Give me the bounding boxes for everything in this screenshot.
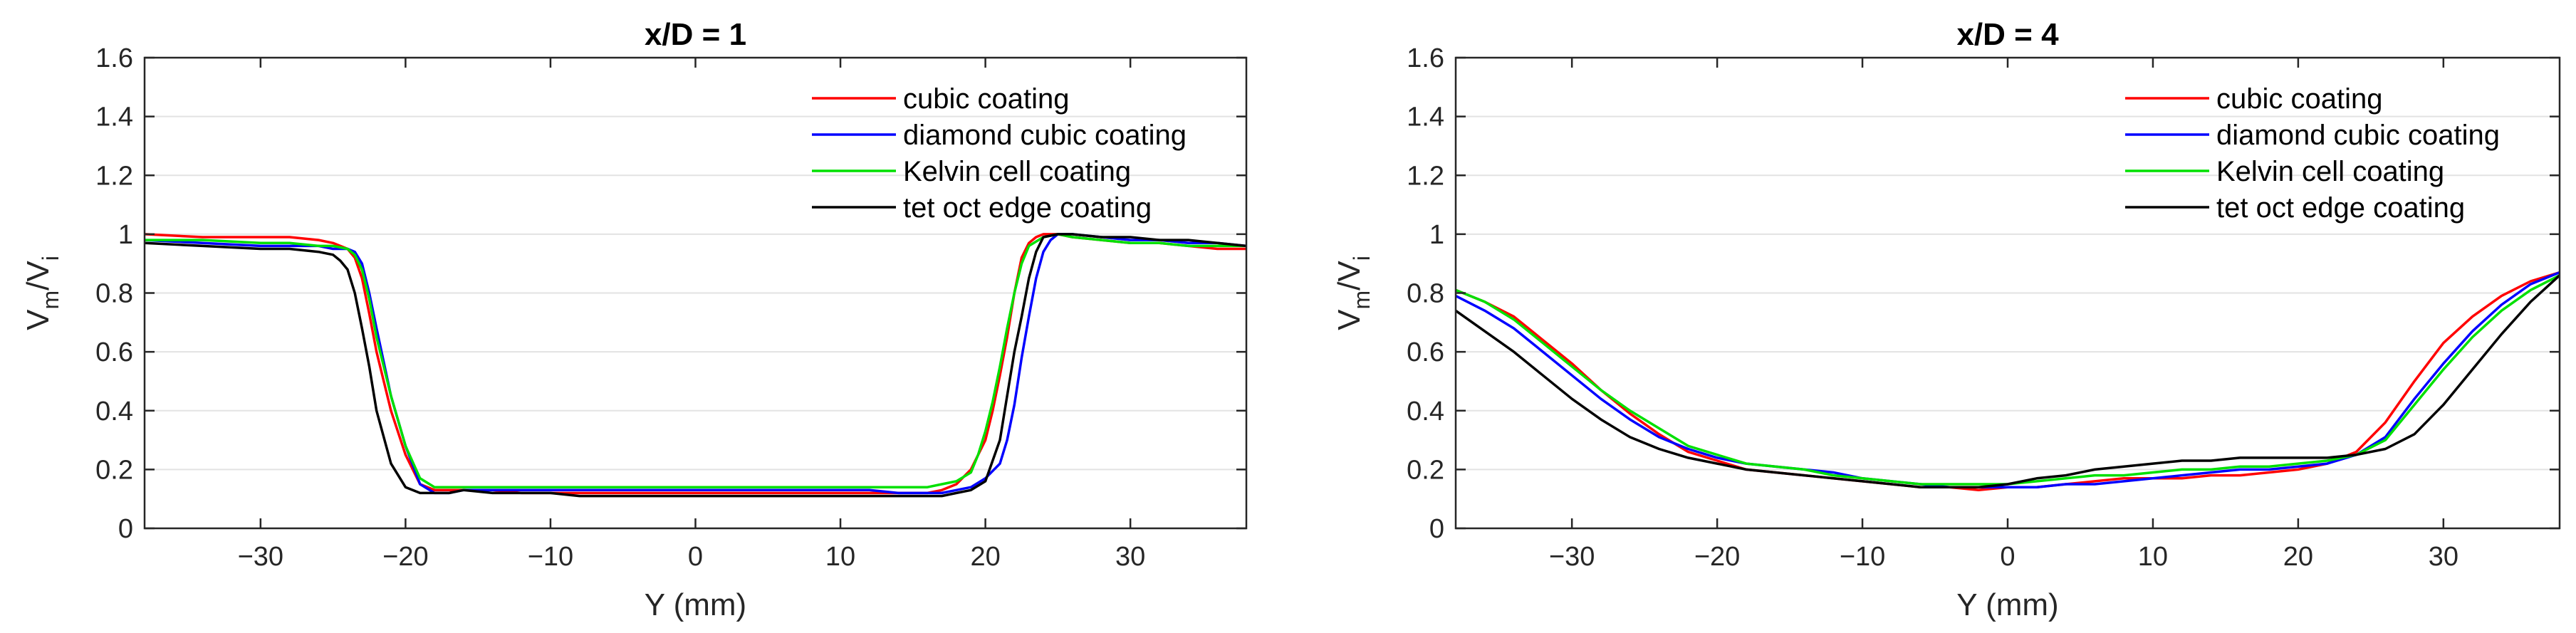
chart2-ytick-label-8: 1.6: [1407, 43, 1444, 73]
chart2-legend-label-4: tet oct edge coating: [2216, 192, 2465, 224]
chart2-xtick-label-3: 0: [2000, 542, 2015, 572]
chart2-xtick-label-5: 20: [2283, 542, 2313, 572]
chart2-ylabel-part-1: m: [1349, 291, 1375, 310]
chart2-xlabel: Y (mm): [1956, 587, 2058, 622]
chart1-xtick-label-4: 10: [825, 542, 855, 572]
chart2-ylabel-part-0: V: [1332, 309, 1367, 330]
chart2-xtick-label-4: 10: [2138, 542, 2168, 572]
chart2-title: x/D = 4: [1956, 17, 2059, 52]
chart2: 0 0.2 0.4 0.6 0.8 1 1.2 1.4 1.6 −30 −20 −10 0 10 20 30 x…: [1332, 17, 2561, 622]
chart1-series-4-line: [145, 233, 1246, 498]
chart1-legend-label-2: diamond cubic coating: [903, 120, 1187, 151]
chart2-legend-label-3: Kelvin cell coating: [2216, 156, 2444, 187]
chart2-xtick-label-0: −30: [1549, 542, 1595, 572]
chart2-ytick-label-3: 0.6: [1407, 338, 1444, 367]
chart1-ylabel-part-3: i: [38, 256, 63, 261]
chart2-xtick-label-6: 30: [2429, 542, 2458, 572]
chart1-ytick-label-6: 1.2: [95, 161, 133, 191]
chart1-ytick-label-4: 0.8: [95, 279, 133, 309]
chart1-xtick-label-3: 0: [688, 542, 703, 572]
chart2-ylabel-part-2: /V: [1332, 261, 1367, 291]
chart1-ytick-label-0: 0: [118, 514, 133, 544]
chart1-xtick-label-2: −10: [528, 542, 573, 572]
chart1-legend-label-4: tet oct edge coating: [903, 192, 1152, 224]
chart1-series-3-line: [145, 233, 1246, 488]
chart1-series-1-line: [145, 233, 1246, 495]
chart1-title: x/D = 1: [645, 17, 746, 52]
chart1-ylabel-part-0: V: [21, 309, 56, 330]
chart2-ytick-label-6: 1.2: [1407, 161, 1444, 191]
chart2-series-4-line: [1456, 274, 2560, 488]
chart1-legend-label-3: Kelvin cell coating: [903, 156, 1131, 187]
chart1-ytick-label-8: 1.6: [95, 43, 133, 73]
chart1-xtick-label-0: −30: [238, 542, 283, 572]
chart2-xtick-label-2: −10: [1840, 542, 1885, 572]
chart1-ytick-label-1: 0.2: [95, 455, 133, 485]
chart2-ytick-label-5: 1: [1429, 220, 1444, 250]
chart1-ytick-label-7: 1.4: [95, 103, 133, 132]
chart2-ylabel-part-3: i: [1349, 256, 1375, 261]
chart2-ytick-label-7: 1.4: [1407, 103, 1444, 132]
chart2-series-2-line: [1456, 271, 2560, 488]
chart1-xtick-label-5: 20: [970, 542, 1000, 572]
chart1-series-2-line: [145, 233, 1246, 495]
chart1-ylabel-part-2: /V: [21, 261, 56, 291]
chart1-ytick-label-3: 0.6: [95, 338, 133, 367]
chart1-xlabel: Y (mm): [645, 587, 746, 622]
chart1-legend-label-1: cubic coating: [903, 83, 1069, 115]
chart2-ylabel: Vm/Vi: [1332, 256, 1375, 330]
chart2-legend-label-2: diamond cubic coating: [2216, 120, 2500, 151]
chart1: 0 0.2 0.4 0.6 0.8 1 1.2 1.4 1.6 −30 −20 −10 0 10 20 30 x…: [21, 17, 1248, 622]
chart2-ytick-label-1: 0.2: [1407, 455, 1444, 485]
chart2-ytick-label-4: 0.8: [1407, 279, 1444, 309]
chart1-ylabel-part-1: m: [38, 291, 63, 310]
chart2-ytick-label-0: 0: [1429, 514, 1444, 544]
chart1-ytick-label-2: 0.4: [95, 397, 133, 427]
chart1-xtick-label-1: −20: [382, 542, 428, 572]
chart1-ytick-label-5: 1: [118, 220, 133, 250]
chart2-ytick-label-2: 0.4: [1407, 397, 1444, 427]
chart1-xtick-label-6: 30: [1115, 542, 1145, 572]
chart2-legend-label-1: cubic coating: [2216, 83, 2382, 115]
chart2-xtick-label-1: −20: [1694, 542, 1740, 572]
chart1-ylabel: Vm/Vi: [21, 256, 63, 330]
